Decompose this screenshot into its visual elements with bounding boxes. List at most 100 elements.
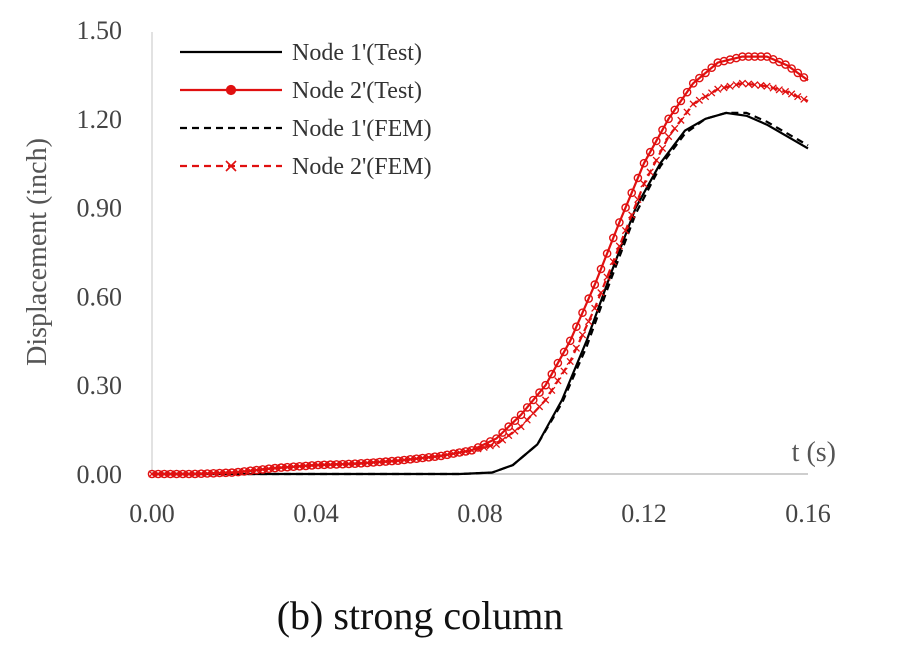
data-point xyxy=(523,416,531,424)
legend-entry-3: Node 1'(FEM) xyxy=(180,116,432,142)
data-point xyxy=(541,380,550,390)
x-tick-label: 0.16 xyxy=(785,499,831,528)
data-point xyxy=(147,469,157,479)
data-point xyxy=(313,460,323,470)
y-tick-label: 0.90 xyxy=(77,194,123,223)
data-point xyxy=(369,458,378,467)
data-point xyxy=(744,80,753,88)
data-point xyxy=(332,460,341,469)
chart-figure: 0.00 0.04 0.08 0.12 0.16 0.00 0.30 0.60 0.90 1.20… xyxy=(22,16,836,528)
data-point xyxy=(159,469,169,479)
data-point xyxy=(504,422,514,431)
data-point xyxy=(492,434,501,443)
legend-label: Node 1'(Test) xyxy=(292,40,422,66)
data-point xyxy=(356,458,366,468)
data-point xyxy=(615,218,624,227)
data-point xyxy=(264,464,274,474)
data-point xyxy=(578,331,587,339)
data-point xyxy=(609,257,617,266)
data-point xyxy=(652,156,660,164)
legend-entry-4: Node 2'(FEM) xyxy=(180,154,432,180)
data-point xyxy=(757,81,765,90)
data-point xyxy=(548,386,556,395)
x-axis-title: t (s) xyxy=(792,437,836,468)
data-point xyxy=(566,357,574,366)
series-line xyxy=(152,55,809,476)
data-point xyxy=(671,124,679,133)
data-point xyxy=(670,105,680,115)
data-point xyxy=(565,336,575,346)
data-point xyxy=(677,116,685,124)
data-point xyxy=(639,158,649,168)
data-point xyxy=(578,308,587,318)
x-tick-label: 0.08 xyxy=(457,499,503,528)
data-point xyxy=(535,403,544,411)
data-point xyxy=(689,100,697,108)
data-point xyxy=(209,468,218,478)
data-point xyxy=(215,468,224,478)
data-point xyxy=(794,92,802,101)
data-point xyxy=(276,463,286,472)
data-point xyxy=(751,81,759,89)
data-point xyxy=(628,211,636,219)
data-point xyxy=(584,294,594,303)
y-axis-title: Displacement (inch) xyxy=(22,138,53,366)
legend-entry-2: Node 2'(Test) xyxy=(180,78,422,104)
data-point xyxy=(510,416,520,426)
data-point xyxy=(609,233,618,243)
data-point xyxy=(301,461,311,471)
data-point xyxy=(701,68,710,78)
data-point xyxy=(787,64,796,73)
data-point xyxy=(800,95,808,103)
data-point xyxy=(714,85,722,93)
data-point xyxy=(307,461,317,470)
data-point xyxy=(726,82,734,90)
series-line xyxy=(152,82,809,476)
data-point xyxy=(676,96,686,106)
data-point xyxy=(258,465,268,474)
axes: 0.00 0.04 0.08 0.12 0.16 0.00 0.30 0.60 0.90 1.20… xyxy=(22,16,836,528)
data-point xyxy=(744,52,753,61)
data-point xyxy=(756,52,766,61)
data-point xyxy=(430,452,440,462)
data-point xyxy=(190,469,200,479)
y-tick-label: 1.50 xyxy=(77,16,123,45)
y-tick-label: 0.00 xyxy=(77,460,123,489)
data-point xyxy=(664,114,673,124)
data-point xyxy=(196,469,206,479)
x-tick-label: 0.04 xyxy=(293,499,339,528)
data-point xyxy=(559,347,569,357)
legend-entry-1: Node 1'(Test) xyxy=(180,40,422,66)
data-point xyxy=(522,403,532,412)
data-point xyxy=(239,467,249,476)
data-point xyxy=(695,96,704,104)
legend-label: Node 1'(FEM) xyxy=(292,116,432,142)
data-point xyxy=(584,317,593,326)
y-tick-label: 0.60 xyxy=(77,282,123,311)
legend-label: Node 2'(FEM) xyxy=(292,154,432,180)
data-point xyxy=(202,469,212,478)
data-point xyxy=(221,468,231,478)
data-point xyxy=(732,81,740,89)
data-point xyxy=(621,203,630,212)
data-point xyxy=(683,108,691,116)
data-point xyxy=(560,367,568,375)
data-point xyxy=(640,180,648,188)
data-point xyxy=(511,427,519,435)
data-point xyxy=(775,86,783,94)
data-point xyxy=(455,448,464,457)
data-point xyxy=(633,173,643,183)
data-point xyxy=(658,125,667,135)
data-point xyxy=(645,147,655,157)
data-point xyxy=(399,455,409,465)
data-point xyxy=(707,89,716,97)
y-tick-label: 0.30 xyxy=(77,371,123,400)
data-point xyxy=(688,79,698,88)
data-point xyxy=(602,249,612,258)
data-point xyxy=(547,369,557,379)
data-point xyxy=(178,469,188,479)
series-layer xyxy=(147,52,809,479)
figure-caption: (b) strong column xyxy=(276,593,564,638)
data-point xyxy=(725,55,735,64)
data-point xyxy=(184,469,194,479)
